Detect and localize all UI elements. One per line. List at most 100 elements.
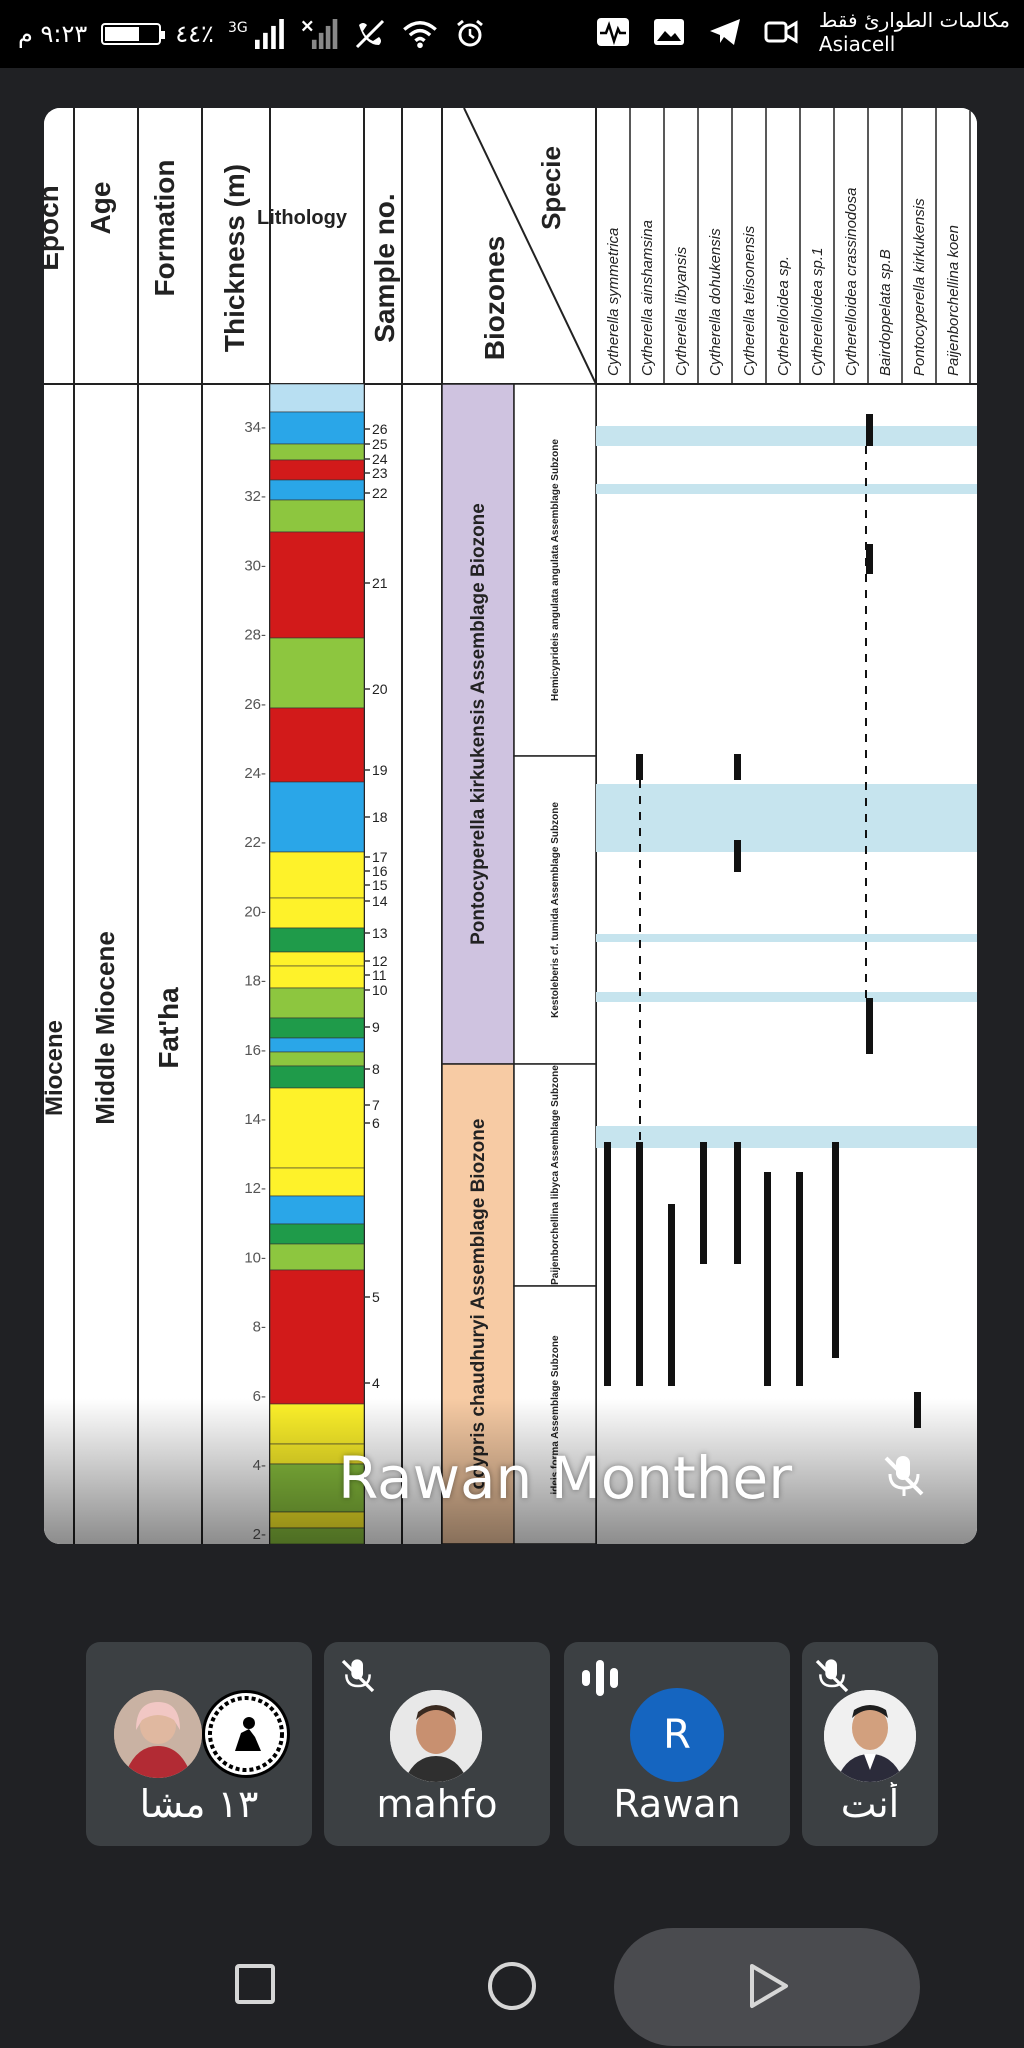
lithology-layer: [269, 1017, 365, 1039]
lithology-layer: [269, 637, 365, 709]
sample-number: 19: [372, 762, 388, 778]
species-name: Cytherelloidea crassinodosa: [843, 188, 860, 376]
highlight-band: [596, 484, 977, 494]
highlight-band: [596, 426, 977, 446]
lithology-layer: [269, 443, 365, 461]
species-name: Cytherelloidea sp.: [775, 256, 792, 376]
home-button[interactable]: [488, 1962, 536, 2010]
shared-stratigraphic-figure: Epoch Age Formation Thickness (m) Lithology S…: [44, 108, 977, 1544]
lithology-layer: [269, 781, 365, 853]
age-label: Middle Miocene: [90, 931, 120, 1125]
thickness-tick: 30-: [244, 557, 266, 574]
range-bar: [796, 1172, 803, 1386]
sample-number: 26: [372, 421, 388, 437]
mic-off-icon: [815, 1659, 849, 1693]
sample-number: 14: [372, 893, 388, 909]
species-header: Specie: [536, 146, 566, 230]
biozone-upper-label: Pontocyperella kirkukensis Assemblage Bi…: [468, 503, 489, 945]
telegram-icon: [709, 19, 740, 45]
highlight-band: [596, 1126, 977, 1148]
thickness-tick: 18-: [244, 973, 266, 990]
lithology-layer: [269, 1195, 365, 1225]
lithology-layer: [269, 965, 365, 989]
participant-strip: ١٣ مشا mahfo R Rawan أنت: [86, 1642, 938, 1846]
speaking-indicator-icon: [582, 1660, 618, 1696]
biozones-header: Biozones: [479, 236, 510, 360]
back-triangle-icon[interactable]: [744, 1962, 792, 2010]
sample-number: 16: [372, 863, 388, 879]
recent-apps-button[interactable]: [235, 1964, 275, 2004]
highlight-band: [596, 992, 977, 1002]
speaker-name: Rawan Monther: [338, 1444, 793, 1512]
species-name: Cytherella ainshamsina: [639, 220, 656, 376]
participant-name: أنت: [840, 1782, 900, 1826]
range-bar: [734, 1142, 741, 1264]
sample-number: 21: [372, 575, 388, 591]
range-bar: [604, 1142, 611, 1386]
avatar-letter: R: [663, 1712, 691, 1758]
lithology-layer: [269, 1087, 365, 1169]
lithology-layer: [269, 411, 365, 445]
thickness-tick: 14-: [244, 1111, 266, 1128]
species-name: Pontocyperella kirkukensis: [911, 198, 928, 376]
species-name: Cytherelloidea sp.1: [809, 248, 826, 376]
sample-number: 22: [372, 485, 388, 501]
range-bar: [734, 840, 741, 872]
thickness-tick: 34-: [244, 419, 266, 436]
carrier-name: Asiacell: [818, 32, 896, 56]
thickness-tick: 26-: [244, 696, 266, 713]
name-gradient-overlay: [44, 1398, 977, 1544]
lithology-layer: [269, 1037, 365, 1053]
participant-card-rawan[interactable]: R Rawan: [564, 1642, 790, 1846]
video-call-icon: [764, 20, 798, 44]
back-button-pill[interactable]: [614, 1928, 920, 2046]
sample-number: 11: [372, 967, 387, 983]
sample-number: 9: [372, 1019, 380, 1035]
lithology-layer: [269, 531, 365, 639]
participant-name: mahfo: [376, 1782, 498, 1826]
thickness-tick: 24-: [244, 765, 266, 782]
highlight-band: [596, 934, 977, 942]
participant-card-mahfo[interactable]: mahfo: [324, 1642, 550, 1846]
participant-card-group[interactable]: ١٣ مشا: [86, 1642, 312, 1846]
lithology-layer: [269, 1051, 365, 1067]
range-bar: [866, 998, 873, 1054]
lithology-layer: [269, 1243, 365, 1271]
lithology-layer: [269, 927, 365, 953]
header-label-1: Age: [85, 182, 116, 235]
lithology-layer: [269, 951, 365, 967]
status-right: مكالمات الطوارئ فقط Asiacell: [595, 8, 1010, 56]
thickness-tick: 10-: [244, 1249, 266, 1266]
participant-avatar: [114, 1690, 202, 1778]
sample-number: 15: [372, 877, 388, 893]
wifi-icon: [402, 21, 437, 49]
lithology-layer: [269, 987, 365, 1019]
thickness-tick: 20-: [244, 903, 266, 920]
subzone-label: Paijenborchellina libyca Assemblage Subz…: [550, 1065, 561, 1285]
sample-number: 13: [372, 925, 388, 941]
participant-avatar-letter: R: [630, 1688, 724, 1782]
header-label-3: Thickness (m): [219, 164, 250, 352]
participant-name: Rawan: [613, 1782, 741, 1826]
activity-icon: [596, 18, 629, 46]
header-label-5: Sample no.: [369, 193, 400, 342]
group-logo-avatar: [202, 1690, 290, 1778]
thickness-tick: 28-: [244, 627, 266, 644]
species-name: Cytherella telisonensis: [741, 225, 758, 376]
highlight-band: [596, 784, 977, 852]
header-label-0: Epoch: [44, 185, 64, 271]
signal-icon: [254, 19, 284, 49]
sample-number: 7: [372, 1097, 380, 1113]
range-bar: [734, 754, 741, 780]
range-bar: [668, 1204, 675, 1386]
biozone-upper-box: [441, 383, 515, 1065]
subzone-box: [513, 755, 597, 1065]
participant-card-self[interactable]: أنت: [802, 1642, 938, 1846]
main-video-tile[interactable]: Epoch Age Formation Thickness (m) Lithology S…: [44, 108, 977, 1544]
species-name: Bairdoppelata sp.B: [877, 249, 894, 376]
battery-icon: [101, 23, 166, 45]
formation-label: Fat'ha: [153, 987, 184, 1069]
range-bar: [866, 414, 873, 446]
thickness-tick: 16-: [244, 1042, 266, 1059]
subzone-label: Kestoleberis cf. tumida Assemblage Subzo…: [550, 802, 561, 1018]
